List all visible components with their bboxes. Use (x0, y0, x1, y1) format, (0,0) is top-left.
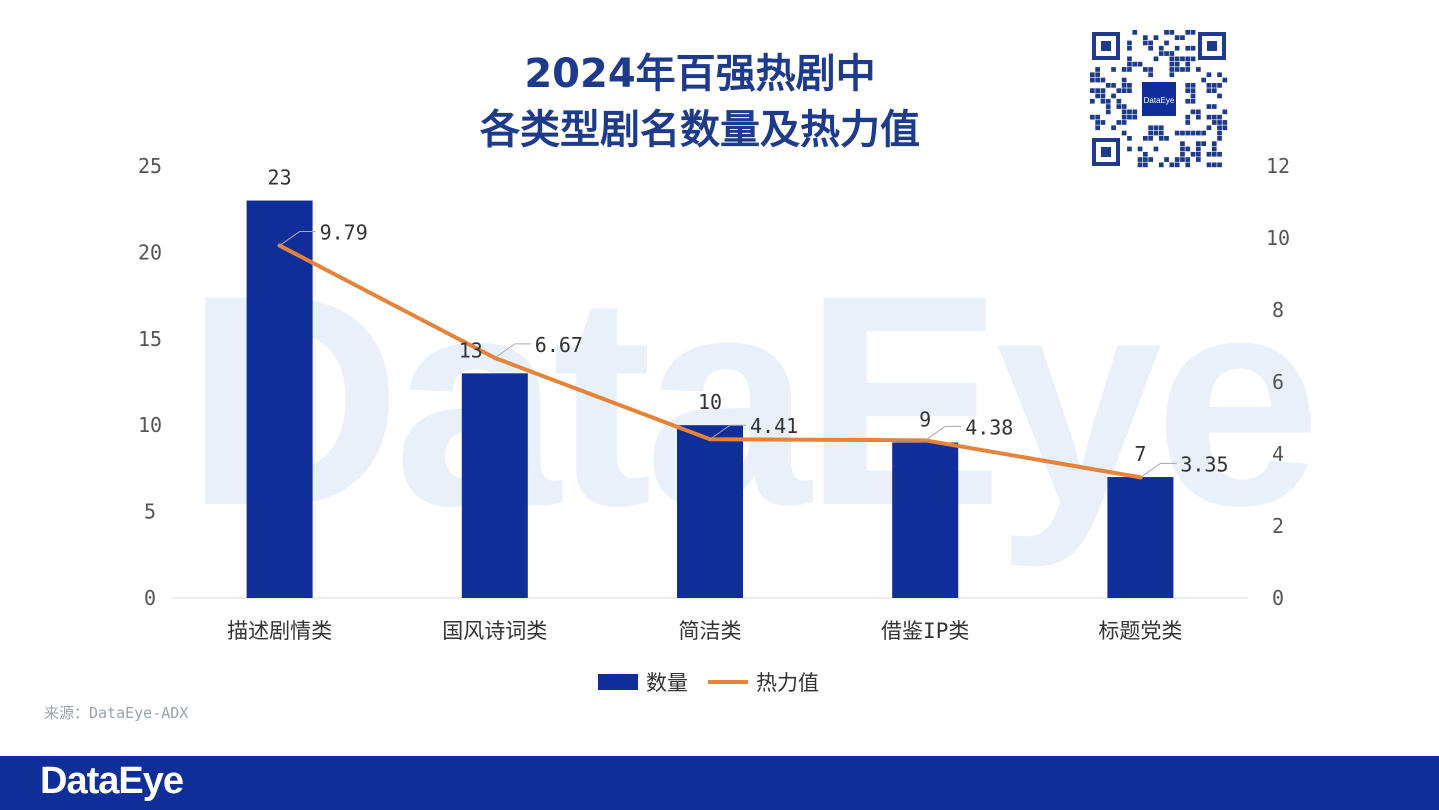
bar-value-label: 23 (268, 166, 292, 190)
y-left-tick: 15 (138, 327, 162, 351)
y-right-tick: 4 (1272, 442, 1284, 466)
axes: 0 5 10 15 20 25 0 2 4 6 8 10 12 描述剧情类 国风诗词类 简洁类 借鉴IP类 标题党… (138, 154, 1290, 643)
legend-line-swatch (708, 680, 748, 684)
y-right-tick: 6 (1272, 370, 1284, 394)
qr-logo-text: DataEye (1144, 96, 1175, 105)
chart-title: 2024年百强热剧中 各类型剧名数量及热力值 (300, 46, 1100, 158)
y-right-tick: 0 (1272, 586, 1284, 610)
x-category-label: 描述剧情类 (227, 619, 332, 643)
bar-value-label: 10 (698, 390, 722, 414)
y-left-tick: 5 (144, 500, 156, 524)
leader-line (494, 343, 531, 359)
footer-bar: DataEye (0, 756, 1439, 810)
line-value-label: 4.38 (965, 415, 1013, 439)
bar-value-label: 7 (1134, 442, 1146, 466)
y-left-tick: 20 (138, 240, 162, 264)
y-right-tick: 10 (1266, 226, 1290, 250)
legend-bar-swatch (598, 674, 638, 690)
qr-code: DataEye (1090, 30, 1228, 168)
x-category-label: 简洁类 (679, 619, 742, 643)
y-left-tick: 25 (138, 154, 162, 178)
line-value-label: 4.41 (750, 414, 798, 438)
bar (1107, 477, 1174, 598)
bar-value-label: 13 (459, 338, 483, 362)
y-right-tick: 2 (1272, 514, 1284, 538)
title-line-2: 各类型剧名数量及热力值 (480, 107, 920, 153)
combo-chart: 0 5 10 15 20 25 0 2 4 6 8 10 12 描述剧情类 国风诗词类 简洁类 借鉴IP类 标题党… (138, 154, 1290, 643)
y-right-tick: 12 (1266, 154, 1290, 178)
x-category-label: 标题党类 (1098, 619, 1182, 643)
source-note: 来源：DataEye-ADX (44, 704, 189, 722)
bars (246, 200, 1174, 598)
bar (677, 425, 743, 598)
bar (892, 442, 959, 598)
leader-line (709, 424, 746, 440)
line-value-label: 6.67 (535, 333, 583, 357)
legend-line-label: 热力值 (756, 671, 819, 695)
y-left-tick: 10 (138, 413, 162, 437)
line-value-label: 3.35 (1180, 452, 1228, 476)
x-category-label: 借鉴IP类 (881, 619, 969, 643)
leader-line (279, 231, 316, 246)
y-left-tick: 0 (144, 586, 156, 610)
line-value-label: 9.79 (320, 221, 368, 245)
bar-value-label: 9 (919, 407, 931, 431)
bar (461, 373, 528, 598)
leader-line (1140, 462, 1177, 478)
data-labels: 23 13 10 9 7 9.79 6.67 4.41 4.38 3.35 (268, 166, 1229, 478)
y-right-tick: 8 (1272, 298, 1284, 322)
leader-line (924, 425, 962, 441)
title-line-1: 2024年百强热剧中 (524, 51, 876, 97)
legend: 数量 热力值 (598, 668, 819, 696)
bar (246, 200, 313, 598)
footer-logo: DataEye (40, 760, 184, 802)
legend-bar-label: 数量 (646, 671, 688, 695)
x-category-label: 国风诗词类 (442, 619, 547, 643)
